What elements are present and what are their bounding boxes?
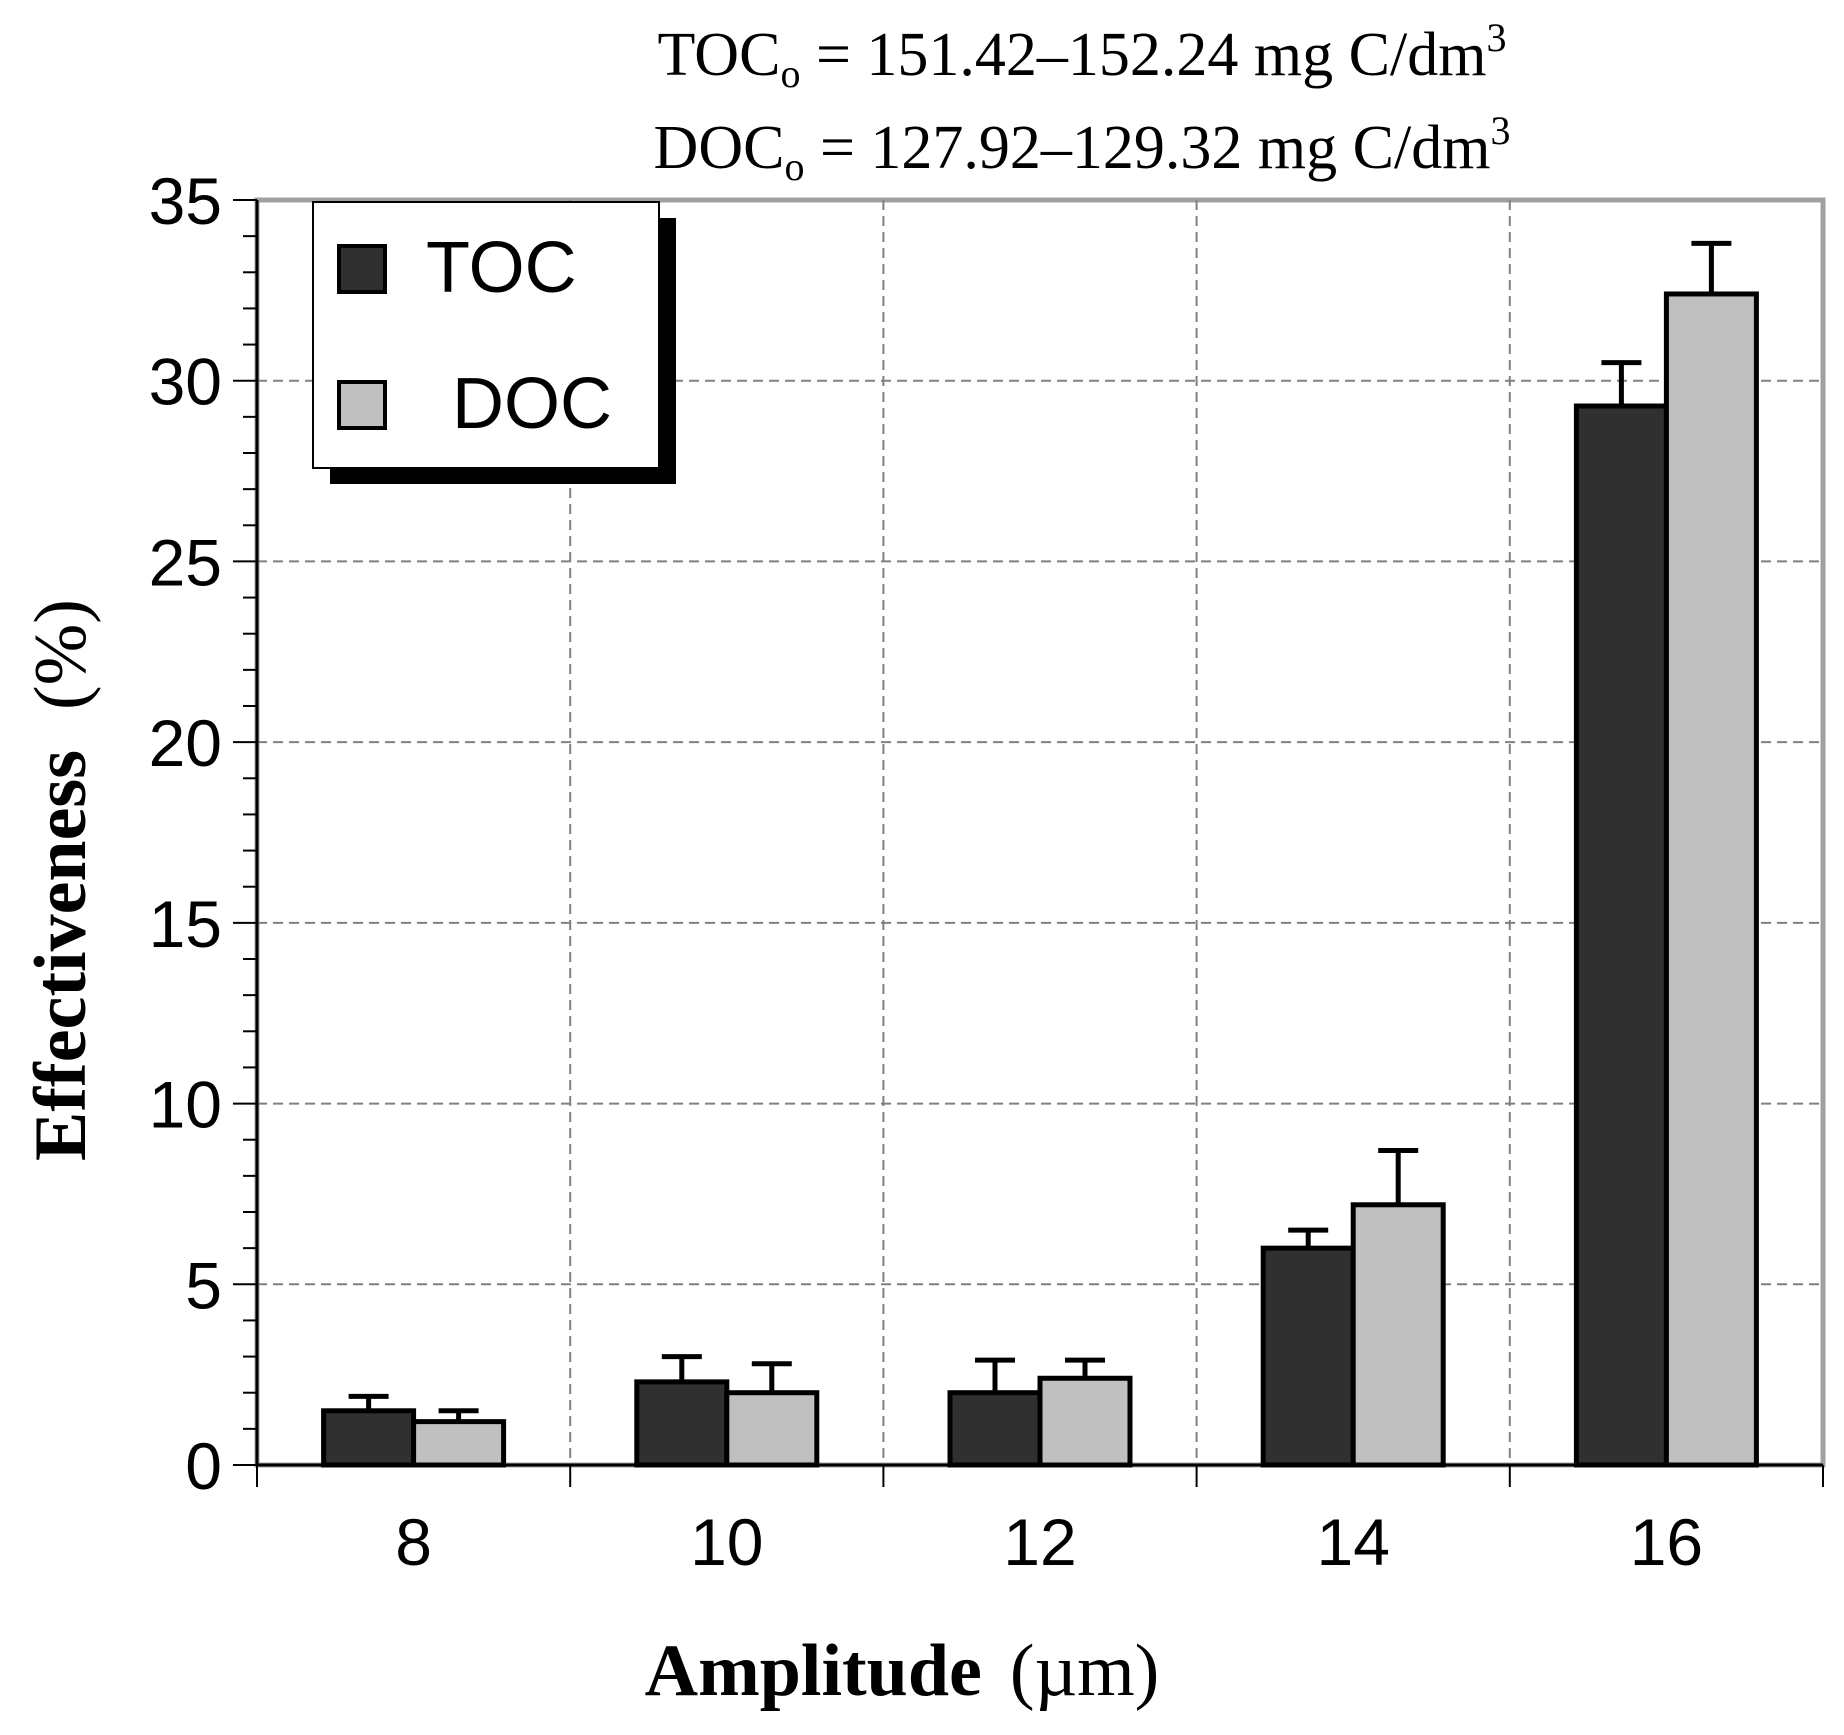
title-2-sup: 3 <box>1490 108 1510 153</box>
y-tick-label-20: 20 <box>149 706 222 780</box>
x-tick-label-16: 16 <box>1630 1505 1703 1579</box>
legend-swatch-doc <box>337 380 387 430</box>
chart-title-line-2: DOCo = 127.92–129.32 mg C/dm3 <box>654 108 1511 189</box>
title-1-sub: o <box>780 51 800 96</box>
x-axis-label: Amplitude (µm) <box>645 1630 1160 1712</box>
x-axis-label-unit: (µm) <box>1010 1630 1159 1712</box>
axes: 0 5 10 15 20 25 30 35 8 10 12 14 16 <box>149 164 1824 1579</box>
x-tick-label-8: 8 <box>395 1505 432 1579</box>
y-tick-label-5: 5 <box>185 1248 222 1322</box>
y-axis-label-bold: Effectiveness <box>20 750 102 1161</box>
title-1-main: TOC <box>658 21 781 89</box>
title-1-sup: 3 <box>1486 15 1506 60</box>
bar-toc-10 <box>634 1379 730 1468</box>
bar-toc-14 <box>1260 1245 1356 1468</box>
y-tick-label-10: 10 <box>149 1068 222 1142</box>
legend: TOC DOC <box>312 201 676 484</box>
title-2-rest: = 127.92–129.32 mg C/dm <box>804 114 1490 182</box>
y-tick-label-35: 35 <box>149 164 222 238</box>
title-2-main: DOC <box>654 114 785 182</box>
bar-doc-12 <box>1037 1375 1133 1468</box>
y-tick-label-0: 0 <box>185 1429 222 1503</box>
y-axis-label: Effectiveness (%) <box>20 599 102 1161</box>
bar-doc-8 <box>411 1419 507 1468</box>
x-axis-label-bold: Amplitude <box>645 1630 982 1712</box>
legend-label-doc: DOC <box>452 364 612 444</box>
x-tick-label-14: 14 <box>1316 1505 1389 1579</box>
y-axis-label-unit: (%) <box>20 599 102 710</box>
chart-title-line-1: TOCo = 151.42–152.24 mg C/dm3 <box>658 15 1507 96</box>
legend-label-toc: TOC <box>426 228 577 308</box>
bar-toc-8 <box>321 1408 417 1468</box>
bar-doc-14 <box>1350 1202 1446 1468</box>
bar-toc-16 <box>1573 403 1669 1468</box>
bar-doc-10 <box>724 1390 820 1468</box>
x-tick-label-10: 10 <box>690 1505 763 1579</box>
y-tick-label-25: 25 <box>149 525 222 599</box>
y-tick-label-15: 15 <box>149 887 222 961</box>
legend-swatch-toc <box>337 244 387 294</box>
bar-toc-12 <box>947 1390 1043 1468</box>
x-tick-label-12: 12 <box>1003 1505 1076 1579</box>
title-1-rest: = 151.42–152.24 mg C/dm <box>800 21 1486 89</box>
title-2-sub: o <box>784 144 804 189</box>
bar-doc-16 <box>1663 291 1759 1468</box>
bars <box>321 240 1759 1468</box>
y-tick-label-30: 30 <box>149 345 222 419</box>
